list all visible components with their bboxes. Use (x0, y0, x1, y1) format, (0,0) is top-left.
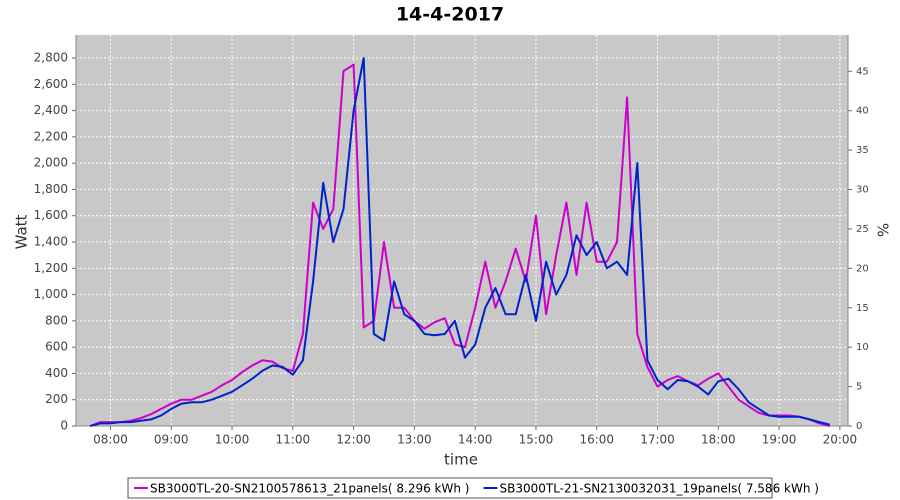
y-tick-label: 2,200 (34, 129, 68, 143)
x-axis-label: time (444, 451, 478, 469)
y2-tick-label: 20 (856, 263, 869, 274)
y-tick-label: 2,000 (34, 156, 68, 170)
x-tick-label: 15:00 (519, 433, 554, 447)
y2-tick-label: 10 (856, 342, 869, 353)
y-tick-label: 400 (45, 366, 68, 380)
y2-tick-label: 35 (856, 145, 869, 156)
y-tick-label: 2,600 (34, 77, 68, 91)
x-tick-label: 19:00 (762, 433, 797, 447)
y2-tick-label: 15 (856, 303, 869, 314)
x-tick-label: 18:00 (701, 433, 736, 447)
y2-tick-label: 25 (856, 224, 869, 235)
y-tick-label: 1,600 (34, 208, 68, 222)
y-tick-label: 1,400 (34, 235, 68, 249)
chart-title: 14-4-2017 (396, 4, 504, 26)
plot-area (76, 35, 848, 426)
y-tick-label: 1,800 (34, 182, 68, 196)
y-tick-label: 0 (60, 419, 68, 433)
y2-axis-label: % (874, 223, 892, 237)
legend-label: SB3000TL-20-SN2100578613_21panels( 8.296… (150, 482, 469, 496)
y-tick-label: 2,800 (34, 51, 68, 65)
y-tick-label: 1,200 (34, 261, 68, 275)
series-line (89, 57, 831, 427)
y2-tick-label: 30 (856, 185, 869, 196)
x-tick-label: 17:00 (640, 433, 675, 447)
y-axis-label: Watt (13, 214, 31, 249)
y-tick-label: 1,000 (34, 287, 68, 301)
series-line (89, 63, 831, 427)
y2-tick-label: 0 (856, 421, 862, 432)
x-tick-label: 12:00 (336, 433, 371, 447)
y2-tick-label: 45 (856, 66, 869, 77)
x-tick-label: 20:00 (823, 433, 858, 447)
x-tick-label: 08:00 (93, 433, 128, 447)
x-tick-label: 11:00 (276, 433, 311, 447)
x-tick-label: 16:00 (579, 433, 614, 447)
legend (127, 477, 773, 499)
x-tick-label: 14:00 (458, 433, 493, 447)
y-tick-label: 600 (45, 340, 68, 354)
x-tick-label: 10:00 (215, 433, 250, 447)
y-tick-label: 2,400 (34, 103, 68, 117)
y2-tick-label: 40 (856, 106, 869, 117)
legend-label: SB3000TL-21-SN2130032031_19panels( 7.586… (499, 482, 818, 496)
x-tick-label: 09:00 (154, 433, 189, 447)
y2-tick-label: 5 (856, 382, 862, 393)
y-tick-label: 200 (45, 392, 68, 406)
y-tick-label: 800 (45, 313, 68, 327)
x-tick-label: 13:00 (397, 433, 432, 447)
